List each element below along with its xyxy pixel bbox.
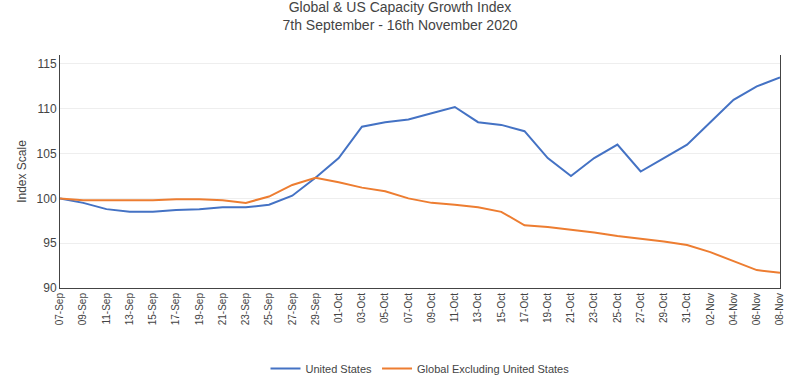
svg-text:25-Oct: 25-Oct <box>612 293 623 323</box>
svg-text:19-Oct: 19-Oct <box>542 293 553 323</box>
svg-text:09-Oct: 09-Oct <box>426 293 437 323</box>
svg-text:17-Sep: 17-Sep <box>170 293 181 326</box>
svg-text:02-Nov: 02-Nov <box>705 293 716 325</box>
svg-text:13-Sep: 13-Sep <box>124 293 135 326</box>
svg-text:19-Sep: 19-Sep <box>194 293 205 326</box>
svg-text:110: 110 <box>37 102 56 116</box>
svg-text:11-Sep: 11-Sep <box>101 293 112 325</box>
svg-text:25-Sep: 25-Sep <box>263 293 274 326</box>
svg-text:100: 100 <box>37 192 57 206</box>
svg-text:31-Oct: 31-Oct <box>681 293 692 323</box>
svg-text:15-Oct: 15-Oct <box>496 293 507 323</box>
svg-text:15-Sep: 15-Sep <box>147 293 158 326</box>
svg-text:Index Scale: Index Scale <box>15 140 29 203</box>
svg-text:29-Oct: 29-Oct <box>658 293 669 323</box>
svg-text:23-Oct: 23-Oct <box>588 293 599 323</box>
svg-text:09-Sep: 09-Sep <box>77 293 88 326</box>
svg-text:11-Oct: 11-Oct <box>449 293 460 322</box>
svg-text:90: 90 <box>43 281 57 295</box>
svg-text:95: 95 <box>43 236 57 250</box>
svg-text:04-Nov: 04-Nov <box>728 293 739 325</box>
svg-text:27-Oct: 27-Oct <box>635 293 646 323</box>
svg-text:05-Oct: 05-Oct <box>379 293 390 323</box>
svg-text:21-Sep: 21-Sep <box>217 293 228 326</box>
svg-text:27-Sep: 27-Sep <box>287 293 298 326</box>
svg-text:29-Sep: 29-Sep <box>310 293 321 326</box>
svg-text:105: 105 <box>37 147 57 161</box>
svg-text:Global Excluding United States: Global Excluding United States <box>417 363 569 375</box>
svg-text:United States: United States <box>306 363 373 375</box>
svg-text:Global & US Capacity Growth In: Global & US Capacity Growth Index7th Sep… <box>282 0 517 33</box>
svg-text:06-Nov: 06-Nov <box>751 293 762 325</box>
svg-text:03-Oct: 03-Oct <box>356 293 367 323</box>
svg-text:115: 115 <box>37 57 56 71</box>
svg-text:23-Sep: 23-Sep <box>240 293 251 326</box>
svg-text:13-Oct: 13-Oct <box>472 293 483 323</box>
svg-text:01-Oct: 01-Oct <box>333 293 344 323</box>
svg-text:07-Sep: 07-Sep <box>54 293 65 326</box>
svg-text:07-Oct: 07-Oct <box>403 293 414 323</box>
svg-text:08-Nov: 08-Nov <box>774 293 785 325</box>
svg-text:21-Oct: 21-Oct <box>565 293 576 323</box>
svg-text:17-Oct: 17-Oct <box>519 293 530 323</box>
